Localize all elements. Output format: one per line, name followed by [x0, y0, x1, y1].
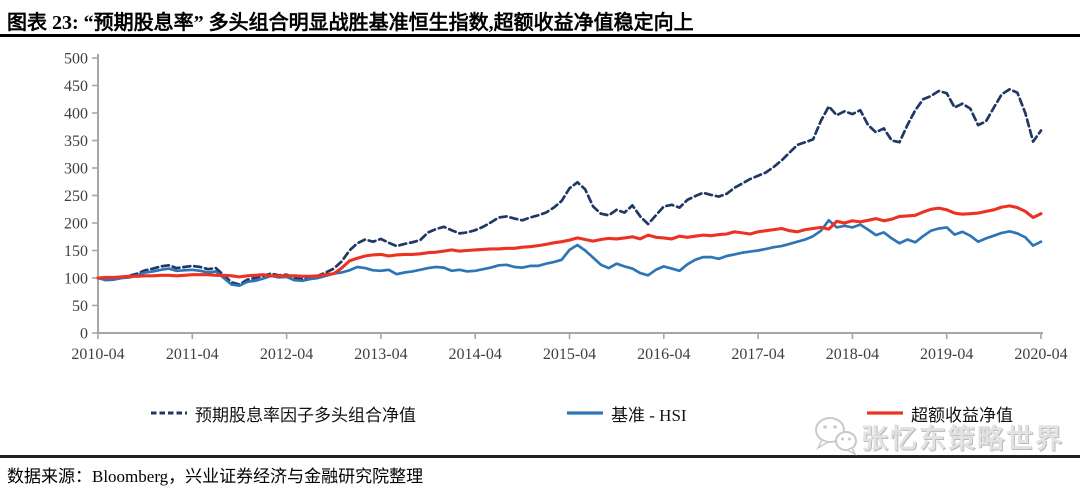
watermark: 张忆东策略世界	[814, 415, 1064, 457]
watermark-text: 张忆东策略世界	[861, 423, 1064, 454]
y-axis-tick-label: 450	[64, 78, 88, 95]
legend-dashed-swatch	[151, 411, 187, 415]
series-line-2	[96, 204, 1043, 280]
y-axis-tick-label: 350	[64, 133, 88, 150]
legend-item-benchmark: 基准 - HSI	[566, 399, 687, 427]
legend-label-benchmark: 基准 - HSI	[611, 405, 687, 425]
legend-solid-swatch-red	[867, 411, 903, 415]
y-axis-tick-label: 500	[64, 51, 88, 68]
line-chart: 0 50 100 150 200 250 300 350 400 450 500 2010-04 201…	[64, 51, 1068, 364]
y-axis-tick-label: 150	[64, 243, 88, 260]
x-axis-tick-label: 2017-04	[731, 346, 784, 363]
y-axis-tick-label: 400	[64, 106, 88, 123]
x-axis-tick-label: 2011-04	[166, 346, 219, 363]
x-axis-tick-label: 2014-04	[449, 346, 502, 363]
x-axis-tick-label: 2018-04	[826, 346, 879, 363]
footer-divider	[0, 455, 1080, 458]
legend-item-portfolio: 预期股息率因子多头组合净值	[150, 399, 416, 427]
series-line-1	[96, 218, 1043, 288]
x-axis-tick-label: 2016-04	[637, 346, 690, 363]
x-axis-tick-label: 2019-04	[920, 346, 973, 363]
x-axis-tick-label: 2010-04	[71, 346, 124, 363]
legend-label-portfolio: 预期股息率因子多头组合净值	[195, 405, 416, 425]
chart-legend: 预期股息率因子多头组合净值 基准 - HSI 超额收益净值	[0, 399, 1080, 427]
y-axis-tick-label: 250	[64, 188, 88, 205]
x-axis-tick-label: 2012-04	[260, 346, 313, 363]
legend-item-excess: 超额收益净值	[866, 399, 1013, 427]
y-axis-tick-label: 300	[64, 161, 88, 178]
x-axis-tick-label: 2020-04	[1014, 346, 1067, 363]
wechat-icon	[815, 417, 857, 456]
legend-solid-swatch-blue	[567, 411, 603, 415]
y-axis-tick-label: 100	[64, 271, 88, 288]
y-axis-tick-label: 50	[72, 298, 88, 315]
y-axis-tick-label: 200	[64, 216, 88, 233]
figure-title: 图表 23: “预期股息率” 多头组合明显战胜基准恒生指数,超额收益净值稳定向上	[7, 12, 694, 34]
title-divider	[0, 34, 1080, 37]
series-line-0	[96, 87, 1043, 286]
x-axis-tick-label: 2013-04	[354, 346, 407, 363]
data-source-line: 数据来源：Bloomberg，兴业证券经济与金融研究院整理	[7, 467, 424, 486]
y-axis-tick-label: 0	[80, 326, 88, 343]
legend-label-excess: 超额收益净值	[911, 405, 1013, 425]
x-axis-tick-label: 2015-04	[543, 346, 596, 363]
